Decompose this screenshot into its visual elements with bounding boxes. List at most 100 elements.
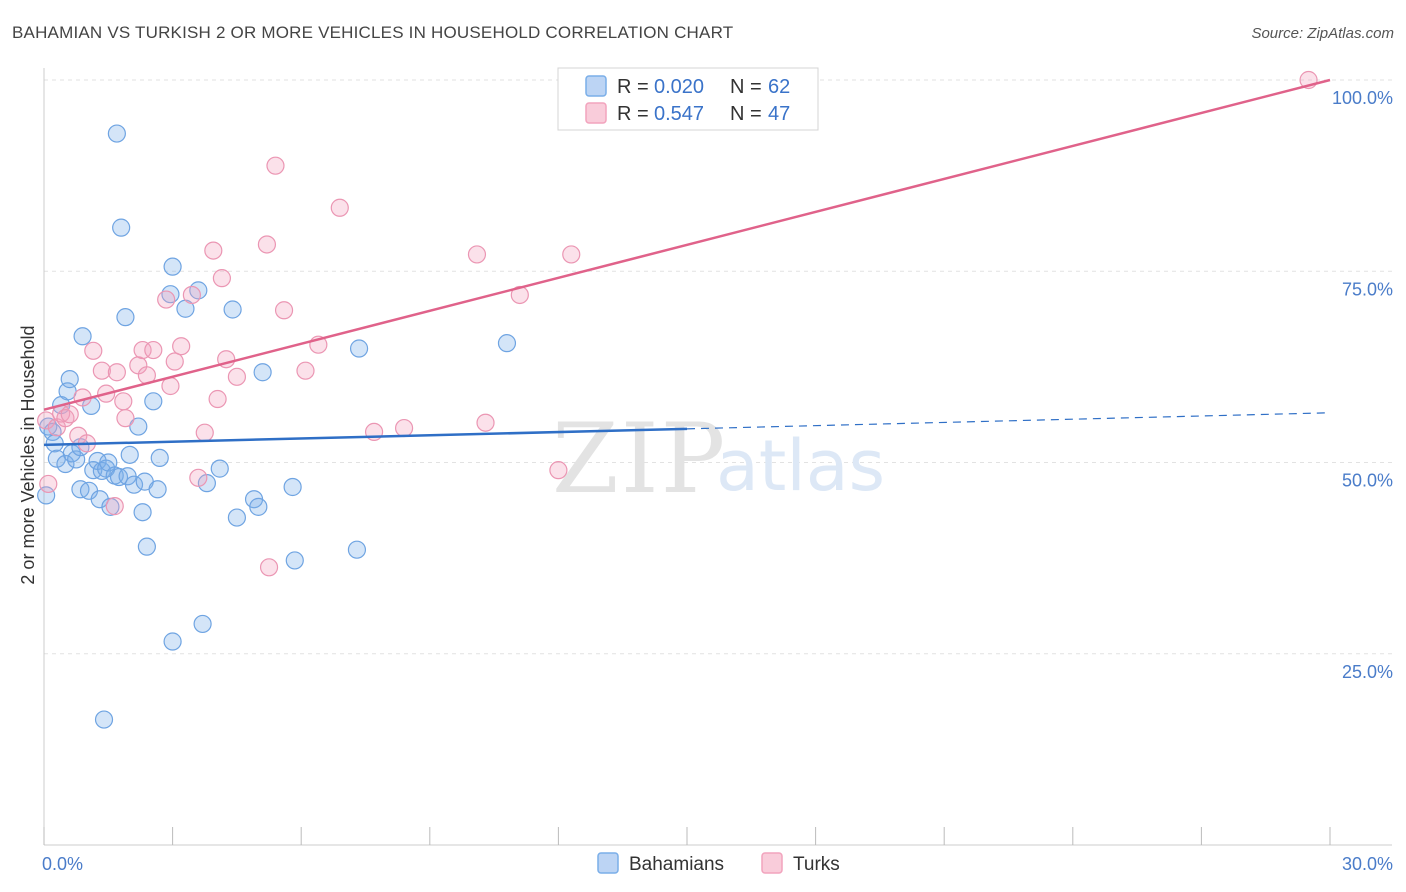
y-tick-label-2: 75.0%	[1342, 279, 1393, 299]
bahamians-point-43	[193, 614, 212, 634]
bahamians-point-51	[283, 477, 302, 497]
turks-point-42	[476, 413, 495, 432]
turks-point-24	[182, 285, 201, 305]
turks-point-5	[60, 405, 79, 424]
turks-point-31	[227, 367, 246, 386]
bahamians-point-52	[285, 551, 304, 570]
turks-point-27	[204, 241, 223, 260]
y-tick-label-3: 100.0%	[1332, 88, 1393, 108]
series-turks-points	[37, 70, 1318, 577]
bahamians-point-8	[60, 370, 79, 389]
trendline-bahamians-dashed	[686, 412, 1331, 430]
turks-point-40	[394, 418, 414, 438]
bahamians-point-27	[116, 308, 135, 327]
bahamians-point-26	[112, 218, 131, 237]
legend-r-label-bahamians: R =	[617, 76, 649, 98]
bahamians-point-46	[223, 300, 242, 319]
legend-n-value-turks: 47	[768, 103, 790, 125]
bahamians-point-47	[227, 508, 246, 527]
legend-n-value-bahamians: 62	[768, 76, 790, 98]
x-tick-label-1: 30.0%	[1342, 854, 1393, 874]
turks-point-36	[296, 361, 315, 380]
legend: R = 0.020 N = 62 R = 0.547 N = 47	[557, 67, 819, 131]
bahamians-point-49	[249, 497, 268, 516]
watermark-zip: ZIP	[552, 403, 727, 515]
bahamians-point-54	[349, 339, 369, 358]
grid-lines	[44, 79, 1392, 655]
bahamians-point-24	[107, 124, 126, 143]
watermark-atlas: atlas	[716, 425, 885, 507]
watermark: ZIP atlas	[552, 403, 885, 515]
legend-swatch-bahamians	[585, 75, 607, 97]
turks-point-15	[116, 409, 135, 428]
turks-point-17	[133, 340, 152, 360]
axes	[43, 68, 1392, 846]
legend-n-label-bahamians: N =	[730, 76, 762, 98]
turks-point-9	[84, 341, 103, 360]
bottom-legend-label-turks: Turks	[793, 854, 840, 875]
bahamians-point-36	[148, 480, 167, 499]
y-axis-title: 2 or more Vehicles in Household	[18, 325, 38, 584]
turks-point-28	[208, 389, 227, 409]
bottom-legend-label-bahamians: Bahamians	[629, 854, 724, 875]
bahamians-point-34	[137, 537, 156, 556]
bahamians-point-30	[124, 475, 144, 494]
bahamians-point-29	[120, 445, 139, 464]
bottom-legend-swatch-bahamians	[597, 852, 619, 874]
legend-r-value-turks: 0.547	[654, 103, 704, 125]
series-bahamians-points	[37, 124, 517, 729]
turks-point-13	[107, 363, 126, 382]
turks-point-22	[165, 352, 184, 371]
source-credit: Source: ZipAtlas.com	[1251, 25, 1394, 42]
turks-point-12	[105, 497, 124, 516]
bahamians-point-50	[253, 363, 272, 382]
turks-point-34	[266, 156, 285, 175]
turks-point-41	[467, 245, 487, 264]
turks-point-45	[562, 245, 581, 264]
turks-point-20	[157, 290, 176, 309]
bahamians-point-42	[189, 281, 208, 300]
bahamians-point-35	[144, 392, 163, 411]
turks-point-10	[92, 361, 111, 380]
y-tick-labels: 25.0% 50.0% 75.0% 100.0%	[1332, 88, 1393, 682]
bahamians-point-13	[73, 327, 92, 346]
turks-point-44	[549, 461, 568, 480]
bahamians-point-53	[347, 540, 367, 559]
turks-point-25	[189, 468, 208, 487]
trend-lines	[43, 78, 1331, 447]
turks-point-19	[144, 340, 163, 360]
bottom-legend: Bahamians Turks	[597, 852, 840, 875]
turks-point-35	[274, 301, 294, 320]
bahamians-point-45	[210, 459, 229, 478]
legend-n-label-turks: N =	[730, 103, 762, 125]
bahamians-point-6	[56, 454, 75, 474]
bahamians-point-56	[94, 710, 114, 729]
bahamians-point-0	[37, 486, 56, 505]
chart-title: BAHAMIAN VS TURKISH 2 OR MORE VEHICLES I…	[12, 23, 734, 42]
turks-point-1	[39, 474, 58, 494]
y-tick-label-0: 25.0%	[1342, 662, 1393, 682]
turks-point-33	[259, 558, 279, 577]
legend-r-label-turks: R =	[617, 103, 649, 125]
bottom-legend-swatch-turks	[761, 852, 783, 874]
x-tick-labels: 0.0% 30.0%	[42, 854, 1393, 874]
trendline-turks	[43, 78, 1331, 411]
turks-point-0	[37, 411, 56, 430]
y-tick-label-1: 50.0%	[1342, 471, 1393, 491]
bahamians-point-32	[133, 503, 152, 522]
bahamians-point-37	[150, 448, 169, 468]
bahamians-point-44	[197, 474, 216, 493]
legend-swatch-turks	[585, 102, 607, 124]
turks-point-29	[212, 269, 231, 288]
turks-point-32	[257, 235, 277, 254]
bahamians-point-31	[129, 417, 148, 436]
bahamians-point-55	[497, 334, 517, 353]
bahamians-point-40	[163, 632, 182, 651]
turks-point-14	[114, 392, 133, 411]
turks-point-26	[195, 423, 214, 442]
x-tick-label-0: 0.0%	[42, 854, 83, 874]
bahamians-point-39	[163, 257, 182, 276]
trendline-bahamians	[43, 427, 688, 447]
legend-r-value-bahamians: 0.020	[654, 76, 704, 98]
